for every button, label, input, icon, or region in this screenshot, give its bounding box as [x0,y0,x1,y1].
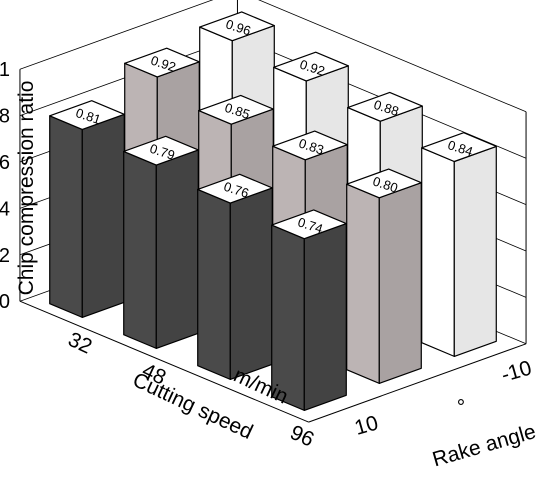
side-wall-gridline [19,0,214,70]
bar-value-label: 0.92 [298,57,327,79]
bar-value-label: 0.84 [446,137,475,159]
bar-top-face [199,11,275,42]
bar-top-face [198,94,274,125]
bar-side-face [453,145,497,357]
y-tick-label: 1 [0,59,10,81]
bar-value-label: 0.88 [372,97,401,119]
bar-side-face [303,222,347,411]
bar-front-face [421,147,455,357]
floor-front-edge [19,300,309,423]
bar-top-face [346,168,422,199]
bar: 0.76 [197,173,273,380]
bar-value-label: 0.79 [148,141,177,163]
bar-top-face [124,47,200,78]
bar-top-face [421,132,497,163]
bar-top-face [197,173,273,204]
bar-front-face [49,115,83,318]
bar: 0.84 [421,132,497,357]
x-tick-label: 32 [65,328,96,359]
y-tick-label: 0.6 [0,152,10,174]
floor-right-edge [308,343,527,423]
bar-front-face [197,188,231,380]
y-tick-label: 0.4 [0,198,10,220]
bar-top-face [271,209,347,240]
bar-value-label: 0.80 [371,173,400,195]
bar-side-face [81,113,125,318]
bar: 0.80 [346,168,422,384]
bars-layer: 0.96 0.92 0.88 0.84 0.92 0.85 0.83 0.80 0.81 0.79… [49,11,497,411]
y-tick-label: 0 [0,291,10,313]
bar-front-face [123,150,157,349]
depth-tick-label: -10 [499,356,535,386]
bar-value-label: 0.81 [74,105,103,127]
depth-axis-unit: ° [457,396,465,419]
x-tick-label: 96 [287,421,318,452]
bar: 0.81 [49,100,125,318]
bar-value-label: 0.96 [224,16,253,38]
bar-value-label: 0.85 [223,100,252,122]
bar-top-face [273,51,349,82]
bar-top-face [123,135,199,166]
back-wall-gridline [258,0,527,113]
bar-value-label: 0.92 [149,53,178,75]
y-tick-label: 0.2 [0,245,10,267]
depth-tick-label: 10 [352,411,381,440]
bar-front-face [346,183,380,384]
bar-value-label: 0.76 [222,179,251,201]
depth-axis-title: Rake angle [430,420,538,471]
bar: 0.79 [123,135,199,349]
bar-top-face [49,100,125,131]
bar-side-face [229,187,273,380]
bar-value-label: 0.83 [297,135,326,157]
bar-side-face [378,182,422,384]
bar-top-face [272,130,348,161]
bar-side-face [155,149,199,349]
bar-top-face [347,91,423,122]
y-axis-title: Chip compression ratio [15,81,38,296]
bar-value-label: 0.74 [296,214,325,236]
y-tick-label: 0.8 [0,106,10,128]
bar: 0.74 [271,209,347,411]
